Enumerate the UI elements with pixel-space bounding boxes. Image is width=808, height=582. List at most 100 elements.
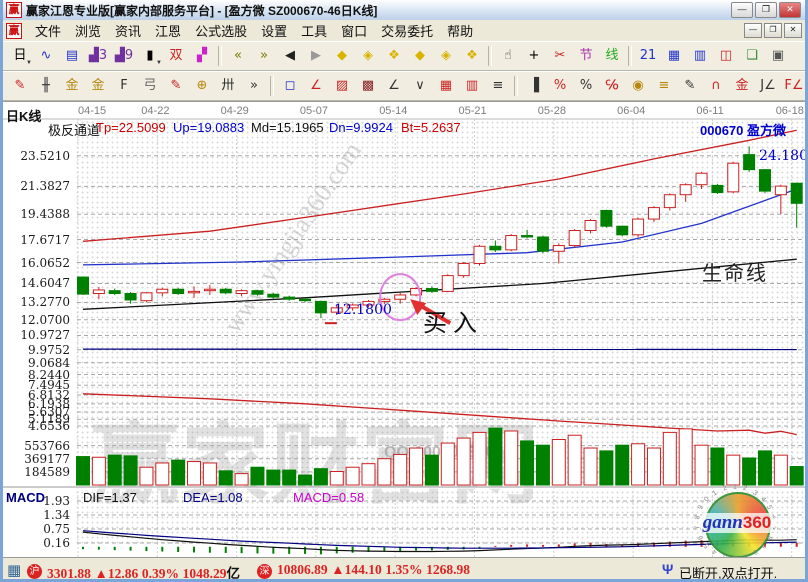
trend-window-icon: ∿ xyxy=(40,48,52,63)
icon-volume-ladder[interactable]: ▐ xyxy=(522,74,546,98)
icon-gold-section-lines[interactable]: ≡ xyxy=(652,74,676,98)
icon-red-grid[interactable]: ▦ xyxy=(434,74,458,98)
icon-line-brush[interactable]: 线 xyxy=(600,44,624,68)
menu-item-news[interactable]: 资讯 xyxy=(115,23,142,39)
icon-next-bar[interactable]: ▶ xyxy=(304,44,328,68)
icon-grid-tool[interactable]: ╫ xyxy=(34,74,58,98)
gold-section-circle-icon: ◉ xyxy=(632,78,644,93)
icon-trend-window[interactable]: ∿ xyxy=(34,44,58,68)
icon-gann-diamond-left[interactable]: ◆ xyxy=(330,44,354,68)
menu-item-file[interactable]: 文件 xyxy=(35,23,62,39)
dark-box-icon: ▩ xyxy=(361,78,375,93)
icon-red-grid-2[interactable]: ▥ xyxy=(460,74,484,98)
menu-item-window[interactable]: 窗口 xyxy=(341,23,368,39)
mdi-minimize-button[interactable]: — xyxy=(744,23,762,38)
minimize-button[interactable]: — xyxy=(731,2,753,18)
menu-item-browse[interactable]: 浏览 xyxy=(75,23,102,39)
menu-item-trade[interactable]: 交易委托 xyxy=(381,23,434,39)
quote-table-icon[interactable]: ▦ xyxy=(7,562,22,579)
price-axis-label: 19.4388 xyxy=(20,207,70,222)
icon-prev-bar[interactable]: ◀ xyxy=(278,44,302,68)
stock-code-name[interactable]: 000670 盈方微 xyxy=(700,123,786,138)
icon-gann-diamond-grid[interactable]: ◆ xyxy=(408,44,432,68)
connection-status[interactable]: 已断开,双点打开. xyxy=(679,566,778,581)
icon-export-chart[interactable]: ❏ xyxy=(740,44,764,68)
fan-lines-icon: ∠ xyxy=(388,78,400,93)
icon-fan-lines[interactable]: ∠ xyxy=(382,74,406,98)
icon-gold-section-circle[interactable]: ◉ xyxy=(626,74,650,98)
price-axis-label: 6.8132 xyxy=(28,388,70,403)
icon-period-day[interactable]: 日 ▼ xyxy=(8,44,32,68)
menu-item-settings[interactable]: 设置 xyxy=(261,23,288,39)
icon-angle-j[interactable]: J∠ xyxy=(756,74,780,98)
icon-minute-9-chart[interactable]: ▟9 xyxy=(112,44,136,68)
menu-item-formula-picker[interactable]: 公式选股 xyxy=(195,23,248,39)
gold-section-lines-icon: ≡ xyxy=(658,78,670,93)
icon-gold-underline[interactable]: 金 xyxy=(730,74,754,98)
icon-mark-pencil[interactable]: ✎ xyxy=(164,74,188,98)
indicator-name[interactable]: 极反通道 xyxy=(48,123,101,138)
icon-calendar-21[interactable]: 21 xyxy=(636,44,660,68)
box-select-icon: ◻ xyxy=(284,78,296,93)
mdi-close-button[interactable]: ✕ xyxy=(784,23,802,38)
icon-arc-tool[interactable]: ∩ xyxy=(704,74,728,98)
icon-more-tools[interactable]: » xyxy=(242,74,266,98)
icon-first-bar[interactable]: « xyxy=(226,44,250,68)
icon-calculator[interactable]: ▦ xyxy=(662,44,686,68)
menu-item-gann[interactable]: 江恩 xyxy=(155,23,182,39)
icon-box-select[interactable]: ◻ xyxy=(278,74,302,98)
icon-gold-grid[interactable]: 金 xyxy=(60,74,84,98)
icon-last-bar[interactable]: » xyxy=(252,44,276,68)
icon-percent-tool[interactable]: % xyxy=(574,74,598,98)
date-axis-label: 05-28 xyxy=(537,105,566,117)
icon-angle-f[interactable]: F∠ xyxy=(782,74,805,98)
icon-notes[interactable]: ▥ xyxy=(688,44,712,68)
restore-button[interactable]: ❐ xyxy=(755,2,777,18)
icon-angle-pencil[interactable]: ✎ xyxy=(678,74,702,98)
icon-festival-marker[interactable]: 节 xyxy=(574,44,598,68)
icon-gann-diamond-h[interactable]: ◈ xyxy=(434,44,458,68)
indicator-dn-value: Dn=9.9924 xyxy=(329,120,393,135)
icon-price-grid-f[interactable]: F xyxy=(112,74,136,98)
menu-item-tools[interactable]: 工具 xyxy=(301,23,328,39)
icon-percent-retrace[interactable]: % xyxy=(548,74,572,98)
icon-gold-grid-2[interactable]: 金 xyxy=(86,74,110,98)
close-button[interactable]: ✕ xyxy=(779,2,801,18)
title-bar: 赢 赢家江恩专业版[赢家内部服务平台] - [盈方微 SZ000670-46日K… xyxy=(3,0,805,21)
shanghai-market-icon[interactable]: 沪 xyxy=(27,564,42,579)
volume-ladder-icon: ▐ xyxy=(529,78,539,93)
connection-antenna-icon[interactable]: Ψ xyxy=(662,561,674,577)
indicator-header: 极反通道 Tp=22.5099 Up=19.0883 Md=15.1965 Dn… xyxy=(3,120,805,138)
icon-speed-lines[interactable]: ∠ xyxy=(304,74,328,98)
mdi-restore-button[interactable]: ❐ xyxy=(764,23,782,38)
icon-percent-levels[interactable]: ℅ xyxy=(600,74,624,98)
icon-ruler-grid[interactable]: 卅 xyxy=(216,74,240,98)
icon-spiral-tool[interactable]: 弓 xyxy=(138,74,162,98)
icon-dark-box[interactable]: ▩ xyxy=(356,74,380,98)
icon-measure[interactable]: ✂ xyxy=(548,44,572,68)
percent-tool-icon: % xyxy=(579,78,593,93)
icon-draw-pencil[interactable]: ✎ xyxy=(8,74,32,98)
icon-zigzag-lines[interactable]: ∨ xyxy=(408,74,432,98)
icon-crosshair[interactable]: + xyxy=(522,44,546,68)
icon-gann-wheel[interactable]: ⊕ xyxy=(190,74,214,98)
date-axis-label: 05-14 xyxy=(379,105,408,117)
icon-color-histogram[interactable]: ▞ xyxy=(190,44,214,68)
icon-gann-diamond-v[interactable]: ❖ xyxy=(460,44,484,68)
macd-panel-label[interactable]: MACD xyxy=(6,490,45,505)
icon-gann-diamond-expand[interactable]: ❖ xyxy=(382,44,406,68)
icon-gann-diamond-right[interactable]: ◈ xyxy=(356,44,380,68)
icon-resistance-fan[interactable]: ▨ xyxy=(330,74,354,98)
icon-print[interactable]: ▣ xyxy=(766,44,790,68)
shenzhen-market-icon[interactable]: 深 xyxy=(257,564,272,579)
icon-save[interactable]: ◫ xyxy=(714,44,738,68)
icon-parallel-lines[interactable]: ≡ xyxy=(486,74,510,98)
menu-item-help[interactable]: 帮助 xyxy=(447,23,474,39)
icon-candle-style[interactable]: ▮ ▼ xyxy=(138,44,162,68)
icon-f10-report[interactable]: ▤ xyxy=(60,44,84,68)
icon-minute-3-chart[interactable]: ▟3 xyxy=(86,44,110,68)
icon-pan-hand[interactable]: ☝ xyxy=(496,44,520,68)
period-day-icon: 日 xyxy=(13,48,27,63)
icon-dual-compare[interactable]: 双 xyxy=(164,44,188,68)
